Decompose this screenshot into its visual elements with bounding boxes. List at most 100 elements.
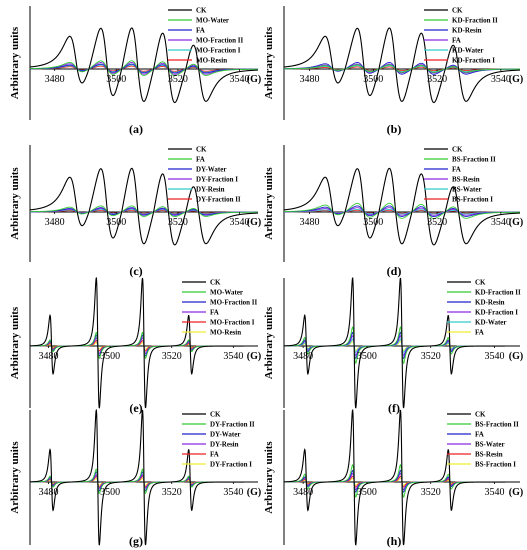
x-tick-label: 3520 [421, 487, 441, 498]
x-tick-label: 3500 [357, 351, 377, 362]
x-tick-label: 3520 [427, 74, 447, 85]
legend-entry: DY-Resin [196, 186, 225, 194]
legend-entry: KD-Fraction I [452, 57, 495, 65]
legend-entry: FA [475, 329, 484, 337]
series-line-ck [283, 27, 521, 104]
legend-entry: KD-Resin [475, 299, 505, 307]
series-line-ck [283, 167, 521, 246]
legend-entry: BS-Resin [475, 451, 503, 459]
x-tick-label: 3540 [230, 217, 250, 228]
legend-entry: KD-Resin [452, 27, 482, 35]
y-axis-label: Arbitrary units [263, 167, 275, 240]
legend-entry: KD-Water [452, 47, 484, 55]
panel-label: (b) [387, 122, 402, 136]
x-tick-label: 3480 [38, 487, 58, 498]
legend-entry: FA [452, 166, 461, 174]
x-tick-label: 3480 [45, 74, 65, 85]
x-tick-label: 3520 [421, 351, 441, 362]
series-line-bs-fraction-ii [283, 202, 520, 220]
x-tick-label: 3520 [168, 217, 188, 228]
panel-label: (e) [129, 401, 142, 415]
legend-entry: FA [210, 309, 219, 317]
y-axis-label: Arbitrary units [263, 26, 275, 99]
legend-entry: BS-Water [475, 441, 505, 449]
x-unit-label: (G) [247, 217, 261, 228]
legend-entry: DY-Water [196, 166, 226, 174]
legend-entry: KD-Water [475, 319, 507, 327]
legend-entry: BS-Fraction II [475, 421, 519, 429]
y-axis-label: Arbitrary units [9, 26, 21, 99]
panel-label: (c) [129, 264, 142, 278]
x-unit-label: (G) [509, 217, 523, 228]
x-tick-label: 3520 [162, 487, 182, 498]
y-axis-label: Arbitrary units [263, 441, 275, 514]
legend-entry: BS-Water [452, 186, 482, 194]
legend-entry: FA [196, 156, 205, 164]
legend-entry: KD-Fraction I [475, 309, 518, 317]
x-tick-label: 3480 [45, 217, 65, 228]
legend-entry: FA [475, 431, 484, 439]
x-unit-label: (G) [509, 487, 523, 498]
x-tick-label: 3480 [300, 217, 320, 228]
legend-entry: BS-Fraction I [452, 196, 493, 204]
x-tick-label: 3540 [223, 487, 243, 498]
x-unit-label: (G) [509, 351, 523, 362]
legend-entry: FA [196, 27, 205, 35]
panel-0: Arbitrary units 3480 3500 3520 3540(G) CK MO-W… [9, 6, 261, 136]
legend-entry: KD-Fraction II [452, 17, 498, 25]
legend-entry: CK [452, 7, 463, 15]
x-unit-label: (G) [509, 74, 523, 85]
legend-entry: MO-Resin [196, 57, 227, 65]
panel-label: (g) [129, 534, 143, 548]
panel-2: Arbitrary units 3480 3500 3520 3540(G) CK FA DY… [9, 145, 261, 278]
legend-entry: DY-Fraction II [196, 196, 241, 204]
legend-entry: MO-Water [210, 289, 243, 297]
legend-entry: FA [452, 37, 461, 45]
series-line-kd-fraction-ii [284, 64, 520, 73]
x-tick-label: 3520 [427, 217, 447, 228]
series-line-ck [29, 27, 259, 104]
legend-entry: MO-Fraction II [210, 299, 258, 307]
legend-entry: KD-Fraction II [475, 289, 521, 297]
y-axis-label: Arbitrary units [9, 306, 21, 379]
x-tick-label: 3520 [168, 74, 188, 85]
x-tick-label: 3500 [100, 487, 120, 498]
x-unit-label: (G) [247, 351, 261, 362]
legend-entry: DY-Fraction II [210, 421, 255, 429]
x-tick-label: 3540 [223, 351, 243, 362]
series-line-ck [283, 409, 520, 546]
series-line-ck [30, 277, 258, 409]
legend-entry: CK [196, 146, 207, 154]
series-line-ck [29, 167, 259, 246]
x-tick-label: 3540 [484, 487, 504, 498]
series-line-kd-resin [284, 61, 520, 75]
panel-5: Arbitrary units 3480 3500 3520 3540 (G) CK KD-F… [263, 277, 523, 415]
legend-entry: DY-Resin [210, 441, 239, 449]
x-tick-label: 3540 [484, 351, 504, 362]
series-line-ck [29, 408, 258, 546]
x-tick-label: 3520 [162, 351, 182, 362]
x-tick-label: 3500 [363, 217, 383, 228]
x-tick-label: 3480 [300, 74, 320, 85]
panel-label: (a) [129, 122, 143, 136]
panel-label: (f) [388, 401, 400, 415]
x-unit-label: (G) [247, 487, 261, 498]
panel-label: (h) [387, 534, 402, 548]
panel-6: Arbitrary units 3480 3500 3520 3540 (G) CK DY-F… [9, 408, 261, 548]
x-tick-label: 3500 [363, 74, 383, 85]
legend-entry: BS-Fraction II [452, 156, 496, 164]
legend-entry: CK [210, 279, 221, 287]
legend-entry: BS-Resin [452, 176, 480, 184]
legend-entry: CK [196, 7, 207, 15]
legend-entry: FA [210, 451, 219, 459]
y-axis-label: Arbitrary units [9, 441, 21, 514]
x-tick-label: 3540 [491, 217, 511, 228]
legend-entry: MO-Water [196, 17, 229, 25]
x-tick-label: 3480 [293, 351, 313, 362]
panel-3: Arbitrary units 3480 3500 3520 3540(G) CK BS-F… [263, 145, 523, 278]
series-line-ck [284, 277, 520, 409]
x-tick-label: 3500 [357, 487, 377, 498]
panel-7: Arbitrary units 3480 3500 3520 3540 (G) CK BS-F… [263, 409, 523, 548]
x-tick-label: 3480 [38, 351, 58, 362]
